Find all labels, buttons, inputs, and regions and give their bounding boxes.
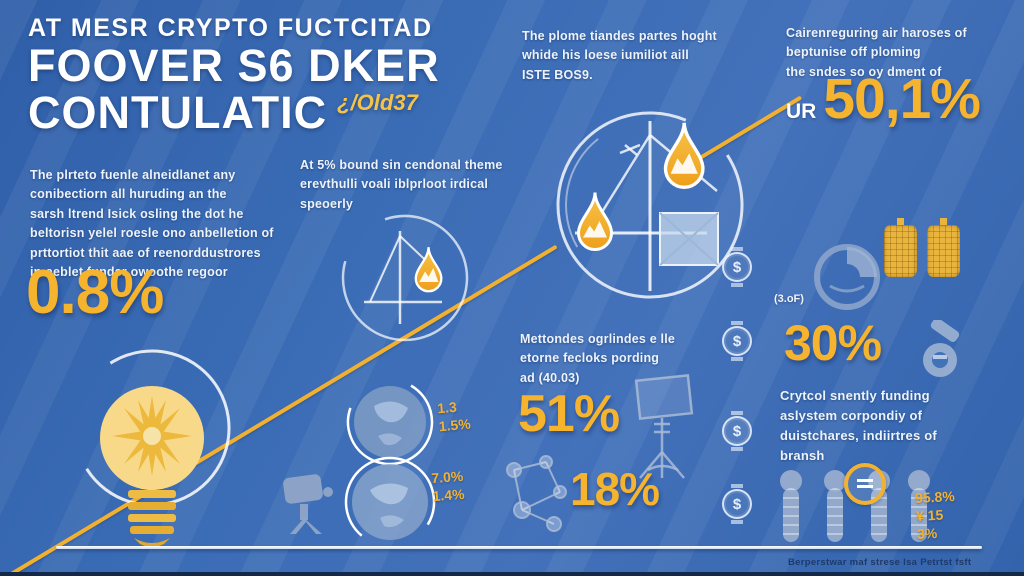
title-line-3: CONTULATIC ¿/Old37 [28, 86, 440, 138]
note-line: beptunise off ploming [786, 45, 921, 60]
note-line: Cairenreguring air haroses of [786, 26, 967, 40]
note-top-middle: The plome tiandes partes hoght whide his… [522, 27, 747, 85]
note-right: Crytcol snently funding aslystem corpond… [780, 386, 1010, 467]
footer-caption: Berperstwar maf strese lsa Petrtst fsft [788, 557, 972, 568]
note-line: aslystem corpondiy of [780, 408, 923, 424]
key-icon [923, 320, 960, 377]
stat-top-right: UR 50,1% [786, 66, 981, 132]
note-line: ad (40.03) [520, 370, 580, 385]
title-line-2: FOOVER S6 DKER [28, 40, 440, 91]
note-line: prttortiot thit aae of reenorddustrores [30, 245, 261, 260]
stat-value-0-8: 0.8% [26, 258, 164, 327]
note-line: etorne fecloks pording [520, 351, 660, 366]
dollar-coin-icon: $ [722, 411, 752, 451]
note-line: beltorisn yelel roesle ono anbelletion o… [30, 226, 274, 241]
person-thermometer-icon [778, 470, 804, 542]
highlight-ring-icon [844, 463, 886, 505]
stat-value-51: 51% [518, 385, 620, 443]
persons-label: 95.8% ¥ 15 3% [915, 487, 958, 544]
note-mid-left: At 5% bound sin cendonal theme erevthull… [300, 156, 520, 214]
survey-sign-icon [634, 374, 694, 479]
note-line: The plrteto fuenle alneidlanet any [30, 168, 236, 182]
globe2-label-line2: 1.4% [432, 486, 466, 505]
grain-barrel-icon [927, 218, 960, 277]
title-suffix: ¿/Old37 [337, 89, 418, 115]
crane-drops-emblem-icon [556, 111, 744, 299]
header-title-block: AT MESR CRYPTO FUCTCITAD FOOVER S6 DKER … [28, 14, 440, 137]
note-line: conibectiorn all huruding an the [30, 187, 227, 202]
note-line: sarsh ltrend Isick osling the dot he [30, 206, 244, 221]
note-line: The plome tiandes partes hoght [522, 29, 717, 43]
person-thermometer-icon [822, 470, 848, 542]
globe1-label-line2: 1.5% [438, 415, 472, 435]
note-line: At 5% bound sin cendonal theme [300, 158, 503, 172]
stat-value-50: 50,1% [823, 67, 981, 131]
bottom-edge-strip [0, 572, 1024, 576]
note-line: the sndes so oy dment of [786, 64, 942, 79]
title-line-1: AT MESR CRYPTO FUCTCITAD [28, 14, 433, 42]
globe2-label: 7.0% 1.4% [431, 467, 465, 506]
globe1-label: 1.3 1.5% [436, 397, 472, 436]
person-thermometer-icon [906, 470, 932, 542]
note-line: speoerly [300, 196, 354, 211]
molecule-icon [506, 455, 567, 532]
persons-label-line1: 95.8% [914, 487, 956, 507]
dollar-coin-icon: $ [722, 484, 752, 524]
small-stat-note: (3.oF) [774, 293, 804, 305]
title-line-3-text: CONTULATIC [28, 86, 328, 138]
baseline-rule [56, 546, 982, 549]
grain-barrel-icon [884, 218, 917, 277]
light-bulb-icon [73, 349, 231, 547]
note-top-right: Cairenreguring air haroses of beptunise … [786, 24, 1016, 82]
note-line: Crytcol snently funding [780, 388, 930, 403]
note-line: bransh [780, 448, 825, 464]
persons-label-line3: 3% [916, 525, 938, 543]
stat-prefix: UR [786, 100, 817, 123]
note-line: whide his loese iumiliot aill [522, 48, 689, 63]
globe-coin-icon [814, 244, 880, 310]
note-mid-center: Mettondes ogrlindes e lle etorne fecloks… [520, 330, 730, 388]
globe-icon [344, 456, 436, 548]
note-left: The plrteto fuenle alneidlanet any conib… [30, 166, 290, 282]
dollar-coin-icon: $ [722, 247, 752, 287]
crane-drop-small-icon [341, 214, 469, 342]
globe2-label-line1: 7.0% [430, 467, 464, 487]
note-line: ISTE BOS9. [522, 67, 593, 82]
telescope-icon [283, 474, 333, 534]
globe-icon [346, 378, 434, 466]
note-line: in-aeblet fundsr owoothe regoor [30, 264, 228, 279]
stat-value-30: 30% [784, 315, 882, 371]
note-line: duistchares, indiirtres of [780, 428, 937, 444]
note-line: Mettondes ogrlindes e lle [520, 332, 676, 346]
persons-label-line2: ¥ 15 [915, 506, 944, 525]
note-line: erevthulli voali iblprloot irdical [300, 177, 489, 192]
dollar-coin-icon: $ [722, 321, 752, 361]
